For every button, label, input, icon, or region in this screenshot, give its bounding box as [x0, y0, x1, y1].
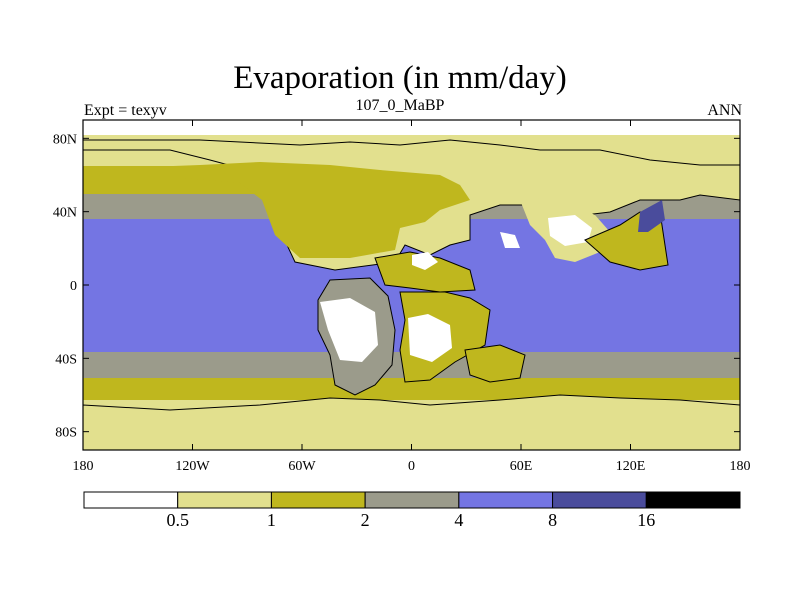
experiment-label: Expt = texyv	[84, 102, 167, 119]
land-south-polar	[83, 394, 740, 450]
colorbar-swatch	[645, 491, 741, 509]
y-axis: 80N 40N 0 40S 80S	[53, 132, 740, 441]
land-north-inner	[95, 162, 470, 258]
chart-title: Evaporation (in mm/day)	[233, 60, 567, 96]
season-label: ANN	[707, 102, 742, 119]
band-polar-north	[83, 120, 740, 135]
y-tick-label: 40S	[55, 352, 77, 367]
colorbar-label: 2	[361, 510, 370, 530]
colorbar-swatch	[552, 491, 647, 509]
x-axis: 180 120W 60W 0 60E 120E 180	[73, 120, 751, 474]
y-tick-label: 40N	[53, 206, 77, 221]
map-field	[83, 120, 740, 450]
x-tick-label: 180	[730, 459, 751, 474]
y-tick-label: 0	[70, 279, 77, 294]
x-tick-label: 0	[408, 459, 415, 474]
desert-south-america	[320, 298, 378, 362]
colorbar-swatch	[270, 491, 366, 509]
colorbar-label: 0.5	[166, 510, 189, 530]
y-tick-label: 80N	[53, 132, 77, 147]
colorbar-label: 4	[454, 510, 463, 530]
colorbar: 0.5 1 2 4 8 16	[83, 491, 741, 530]
max-evaporation-patch	[638, 200, 665, 232]
x-tick-label: 60W	[288, 459, 316, 474]
colorbar-label: 16	[637, 510, 655, 530]
band-midlat-south	[83, 378, 740, 400]
colorbar-swatch	[458, 491, 554, 509]
land-australia-antarctic	[464, 344, 526, 383]
colorbar-label: 1	[267, 510, 276, 530]
desert-north-africa	[412, 252, 438, 270]
x-tick-label: 60E	[510, 459, 533, 474]
chart-subtitle: 107_0_MaBP	[355, 97, 445, 114]
colorbar-swatch	[83, 491, 179, 509]
x-tick-label: 120W	[175, 459, 210, 474]
colorbar-label: 8	[548, 510, 557, 530]
colorbar-swatch	[364, 491, 460, 509]
x-tick-label: 180	[73, 459, 94, 474]
desert-africa	[408, 314, 452, 362]
x-tick-label: 120E	[616, 459, 646, 474]
colorbar-swatch	[177, 491, 272, 509]
desert-arabia	[500, 232, 520, 248]
land-desert-asia	[548, 215, 592, 246]
y-tick-label: 80S	[55, 426, 77, 441]
